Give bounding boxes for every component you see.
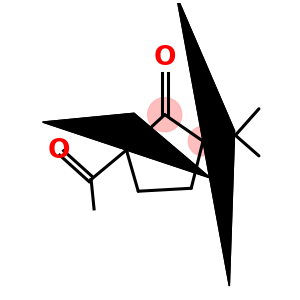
Circle shape	[148, 98, 182, 132]
Text: O: O	[154, 45, 176, 71]
Circle shape	[188, 126, 218, 156]
Polygon shape	[177, 0, 235, 286]
Text: O: O	[47, 139, 70, 164]
Polygon shape	[43, 113, 210, 178]
Polygon shape	[177, 0, 235, 286]
Polygon shape	[43, 113, 210, 178]
